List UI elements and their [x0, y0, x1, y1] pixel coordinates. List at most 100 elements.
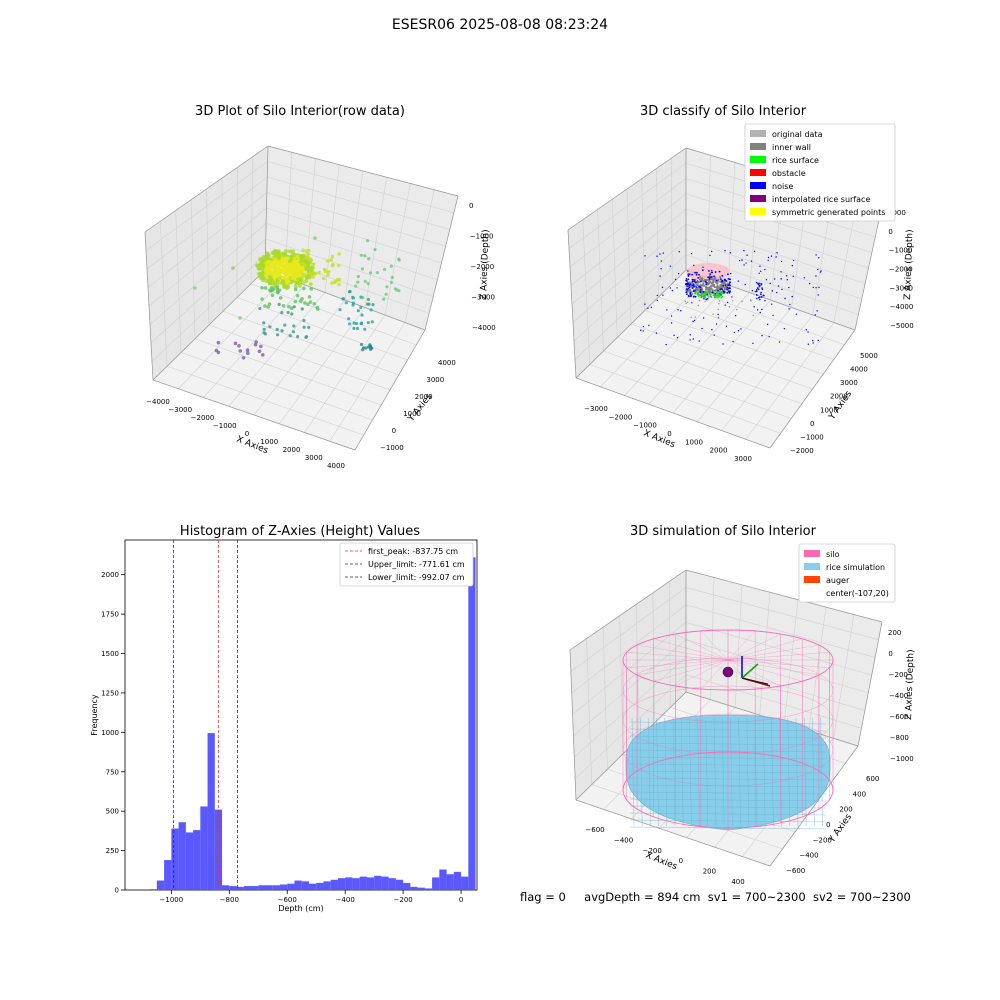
data-point: [677, 309, 679, 311]
data-point: [297, 283, 302, 288]
data-point: [729, 278, 731, 281]
silo-spoke: [727, 633, 781, 661]
data-point: [814, 314, 816, 316]
data-point: [254, 340, 258, 344]
symmetric-points-cap: [686, 263, 730, 281]
data-point: [704, 294, 707, 296]
data-point: [685, 283, 687, 285]
grid-line: [685, 621, 872, 676]
data-point: [290, 253, 295, 258]
mesh-line: [648, 717, 651, 827]
data-point: [758, 272, 760, 274]
data-point: [788, 286, 790, 289]
silo-spoke: [637, 644, 729, 661]
classify-plot-z-axis-label: Z Axies (Depth): [903, 229, 915, 300]
simulation-plot-title: 3D simulation of Silo Interior: [630, 524, 816, 539]
data-point: [710, 293, 712, 296]
data-point: [689, 339, 691, 341]
data-point: [275, 285, 280, 289]
grid-line: [670, 158, 673, 284]
center-marker: [722, 666, 734, 678]
data-point: [795, 313, 798, 315]
axis-arrow: [741, 663, 759, 679]
data-point: [713, 334, 715, 336]
data-point: [323, 269, 328, 274]
data-point: [661, 286, 664, 289]
histogram-bar: [294, 880, 302, 890]
data-point: [262, 331, 266, 335]
data-point: [704, 300, 706, 303]
data-point: [698, 281, 701, 284]
legend-label: original data: [772, 130, 823, 139]
mesh-line: [631, 717, 635, 827]
z-tick-label: −200: [889, 671, 908, 679]
box-edge: [152, 379, 356, 451]
data-point: [648, 324, 650, 327]
data-point: [701, 269, 704, 272]
mesh-line: [795, 717, 799, 827]
histogram-bar: [323, 881, 331, 890]
data-point: [304, 249, 309, 253]
data-point: [695, 286, 698, 288]
data-point: [702, 293, 704, 296]
data-point: [691, 287, 694, 290]
data-point: [327, 269, 331, 274]
data-point: [289, 279, 294, 284]
histogram-bar: [439, 869, 447, 890]
data-point: [303, 301, 307, 305]
mesh-line: [705, 717, 708, 827]
data-point: [717, 291, 720, 294]
data-point: [719, 276, 722, 279]
data-point: [311, 262, 315, 267]
histogram-bar: [453, 871, 462, 890]
data-point: [676, 287, 678, 289]
data-point: [283, 323, 287, 327]
histogram-bar: [388, 878, 396, 890]
z-tick-label: −4000: [472, 324, 496, 332]
data-point: [332, 280, 337, 285]
data-point: [698, 299, 701, 302]
box-edge: [857, 621, 883, 747]
data-point: [722, 282, 725, 285]
grid-line: [222, 310, 399, 376]
data-point: [696, 291, 699, 294]
data-point: [375, 270, 379, 275]
legend-swatch: [750, 130, 766, 137]
data-point: [354, 321, 359, 326]
data-point: [716, 295, 719, 297]
data-point: [775, 256, 777, 258]
data-point: [689, 293, 692, 295]
floor-pane: [153, 270, 425, 450]
y-tick-label: −1000: [380, 444, 404, 452]
status-footer: flag = 0 avgDepth = 894 cm sv1 = 700~230…: [520, 890, 911, 904]
data-point: [812, 286, 814, 289]
data-point: [283, 271, 288, 276]
data-point: [721, 280, 724, 283]
data-point: [356, 275, 360, 279]
legend-swatch: [750, 169, 766, 176]
x-tick-label: 0: [679, 857, 683, 865]
data-point: [700, 280, 702, 283]
data-point: [694, 282, 697, 285]
histogram-bar: [236, 886, 244, 890]
data-point: [705, 283, 708, 286]
data-point: [713, 285, 716, 289]
data-point: [720, 293, 723, 295]
data-point: [369, 345, 373, 349]
data-point: [689, 334, 691, 336]
y-tick-label: 4000: [438, 359, 456, 367]
data-point: [699, 291, 702, 294]
histogram-bar: [461, 876, 469, 890]
histogram-bar: [330, 879, 338, 890]
data-point: [660, 260, 663, 262]
silo-spoke: [727, 659, 819, 676]
data-point: [702, 282, 705, 285]
legend-label: obstacle: [772, 169, 806, 178]
data-point: [656, 255, 658, 257]
data-point: [309, 287, 314, 291]
data-point: [724, 284, 727, 287]
data-point: [692, 295, 695, 298]
data-point: [699, 286, 702, 289]
data-point: [723, 288, 726, 291]
data-point: [753, 306, 755, 308]
